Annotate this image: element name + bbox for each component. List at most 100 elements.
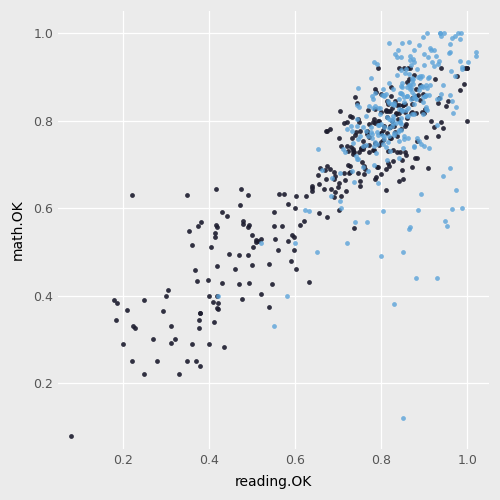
Deciles 6-10	[420, 110, 428, 118]
Deciles 1-5	[464, 64, 471, 72]
Deciles 1-5	[140, 296, 148, 304]
Deciles 6-10	[415, 86, 423, 94]
Deciles 1-5	[320, 186, 328, 194]
Deciles 1-5	[434, 94, 442, 102]
Deciles 6-10	[359, 142, 367, 150]
Deciles 6-10	[419, 84, 427, 92]
Deciles 1-5	[290, 246, 298, 254]
Deciles 6-10	[367, 128, 375, 136]
Deciles 6-10	[384, 114, 392, 122]
Deciles 1-5	[284, 200, 292, 207]
Deciles 1-5	[276, 190, 283, 198]
Deciles 1-5	[188, 242, 196, 250]
Deciles 1-5	[384, 146, 392, 154]
Deciles 6-10	[390, 300, 398, 308]
Deciles 6-10	[374, 130, 382, 138]
Deciles 1-5	[292, 192, 300, 200]
Deciles 6-10	[382, 90, 390, 98]
Deciles 1-5	[412, 92, 420, 100]
Deciles 6-10	[400, 132, 408, 140]
Deciles 6-10	[416, 74, 424, 82]
Deciles 1-5	[392, 110, 400, 118]
Deciles 6-10	[446, 40, 454, 48]
Deciles 1-5	[67, 432, 75, 440]
Deciles 1-5	[350, 148, 358, 156]
Deciles 6-10	[418, 82, 426, 90]
Deciles 1-5	[352, 128, 360, 136]
Deciles 1-5	[370, 146, 378, 154]
Deciles 6-10	[424, 52, 432, 60]
Deciles 1-5	[364, 130, 372, 138]
Deciles 1-5	[363, 127, 371, 135]
Deciles 1-5	[404, 64, 412, 72]
Deciles 6-10	[419, 93, 427, 101]
Deciles 6-10	[472, 48, 480, 56]
Deciles 1-5	[414, 91, 422, 99]
Deciles 6-10	[418, 72, 426, 80]
Deciles 1-5	[430, 74, 438, 82]
Deciles 6-10	[256, 239, 264, 247]
Deciles 1-5	[112, 316, 120, 324]
Deciles 6-10	[406, 52, 414, 60]
Deciles 6-10	[409, 55, 417, 63]
Deciles 6-10	[305, 207, 313, 215]
Deciles 1-5	[185, 226, 193, 234]
Deciles 1-5	[123, 306, 131, 314]
Deciles 6-10	[370, 138, 378, 146]
Deciles 6-10	[382, 156, 390, 164]
Deciles 1-5	[265, 304, 273, 312]
Deciles 1-5	[386, 123, 394, 131]
Deciles 6-10	[436, 29, 444, 37]
Deciles 6-10	[384, 98, 392, 106]
Deciles 6-10	[400, 135, 408, 143]
Deciles 6-10	[358, 163, 366, 171]
Deciles 6-10	[352, 102, 360, 110]
Deciles 1-5	[314, 170, 322, 178]
Deciles 1-5	[214, 304, 222, 312]
Deciles 6-10	[384, 113, 392, 121]
Deciles 1-5	[322, 175, 330, 183]
Deciles 6-10	[399, 248, 407, 256]
Deciles 6-10	[458, 204, 466, 212]
Deciles 6-10	[396, 89, 404, 97]
Deciles 1-5	[256, 290, 264, 298]
Deciles 6-10	[410, 46, 418, 54]
Deciles 6-10	[436, 90, 444, 98]
Deciles 6-10	[415, 41, 423, 49]
Deciles 6-10	[374, 128, 382, 136]
Deciles 1-5	[371, 119, 379, 127]
Deciles 6-10	[407, 84, 415, 92]
Deciles 6-10	[426, 144, 434, 152]
Deciles 1-5	[364, 120, 372, 128]
Deciles 6-10	[388, 84, 396, 92]
Deciles 1-5	[306, 278, 314, 285]
Deciles 6-10	[351, 218, 359, 226]
Deciles 1-5	[119, 340, 127, 347]
Deciles 1-5	[360, 145, 368, 153]
Deciles 1-5	[300, 217, 308, 225]
Deciles 1-5	[159, 306, 167, 314]
Deciles 1-5	[280, 190, 288, 198]
Deciles 1-5	[400, 64, 408, 72]
Deciles 1-5	[395, 109, 403, 117]
Deciles 1-5	[349, 150, 357, 158]
Deciles 1-5	[272, 235, 280, 243]
Deciles 6-10	[424, 84, 432, 92]
Deciles 1-5	[386, 122, 394, 130]
Deciles 1-5	[327, 185, 335, 193]
Deciles 6-10	[368, 130, 376, 138]
Deciles 1-5	[396, 64, 404, 72]
Deciles 6-10	[376, 104, 384, 112]
Deciles 6-10	[423, 29, 431, 37]
Deciles 1-5	[413, 137, 421, 145]
Deciles 1-5	[392, 108, 400, 116]
Deciles 1-5	[292, 266, 300, 274]
Deciles 6-10	[378, 131, 386, 139]
Deciles 1-5	[382, 165, 390, 173]
Deciles 1-5	[140, 370, 148, 378]
Deciles 1-5	[437, 64, 445, 72]
Deciles 6-10	[408, 74, 416, 82]
Deciles 1-5	[453, 72, 461, 80]
Deciles 6-10	[413, 134, 421, 141]
Deciles 1-5	[323, 212, 331, 220]
